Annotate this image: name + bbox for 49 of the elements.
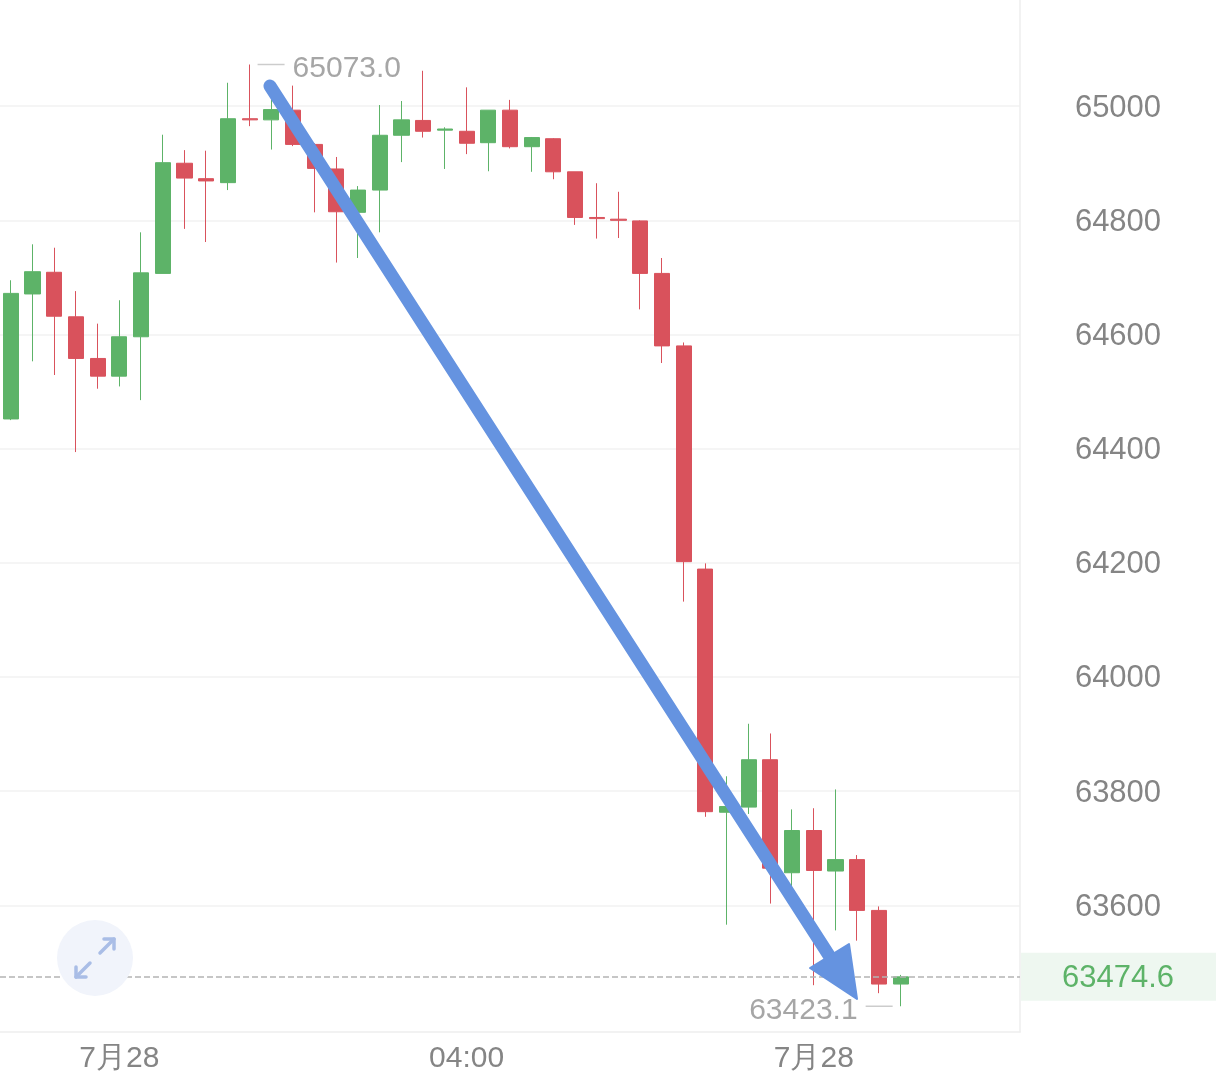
y-tick-label: 65000: [1074, 88, 1162, 124]
candlestick: [393, 100, 410, 163]
candlestick: [263, 98, 279, 151]
candlestick: [24, 243, 41, 362]
candlestick: [806, 807, 822, 986]
candlestick: [524, 136, 540, 173]
candlestick: [893, 974, 909, 1007]
ref-line-label: 63474.6: [1061, 959, 1175, 995]
candlestick: [480, 109, 496, 172]
candlestick: [90, 323, 106, 390]
candlestick: [676, 341, 692, 603]
candlestick: [3, 279, 19, 421]
candlestick: [567, 171, 583, 226]
y-tick-label: 63600: [1074, 887, 1162, 923]
candlestick: [871, 905, 887, 994]
candlestick: [610, 191, 627, 239]
y-tick-label: 64600: [1074, 316, 1162, 352]
y-tick-label: 64000: [1074, 659, 1162, 695]
candlestick: [46, 247, 62, 376]
x-tick-label: 7月28: [79, 1039, 160, 1073]
candlestick: [372, 104, 388, 233]
y-tick-label: 64400: [1074, 431, 1162, 467]
candlestick: [697, 562, 713, 818]
candlestick: [632, 219, 648, 310]
candlestick: [220, 82, 236, 191]
candlestick: [155, 134, 171, 274]
candlestick: [849, 854, 865, 942]
y-tick-label: 63800: [1074, 773, 1162, 809]
annotation: 63423.1: [749, 991, 858, 1025]
candlestick: [827, 788, 844, 931]
candlestick: [741, 723, 757, 815]
candlestick: [242, 64, 258, 127]
candlestick: [68, 290, 84, 453]
candlestick: [502, 99, 518, 149]
y-tick-label: 64200: [1074, 545, 1162, 581]
candlestick: [415, 70, 431, 139]
candlestick: [111, 299, 127, 387]
annotation: 65073.0: [292, 50, 402, 83]
y-tick-label: 64800: [1074, 202, 1162, 238]
candlestick: [589, 182, 605, 240]
candlestick: [437, 126, 453, 170]
candlestick: [654, 257, 670, 364]
candlestick: [198, 150, 214, 243]
candlestick: [459, 86, 475, 155]
candlestick: [176, 149, 193, 230]
x-tick-label: 04:00: [429, 1039, 505, 1073]
candlestick: [545, 137, 561, 180]
candlestick: [133, 231, 149, 401]
x-tick-label: 7月28: [773, 1039, 854, 1073]
